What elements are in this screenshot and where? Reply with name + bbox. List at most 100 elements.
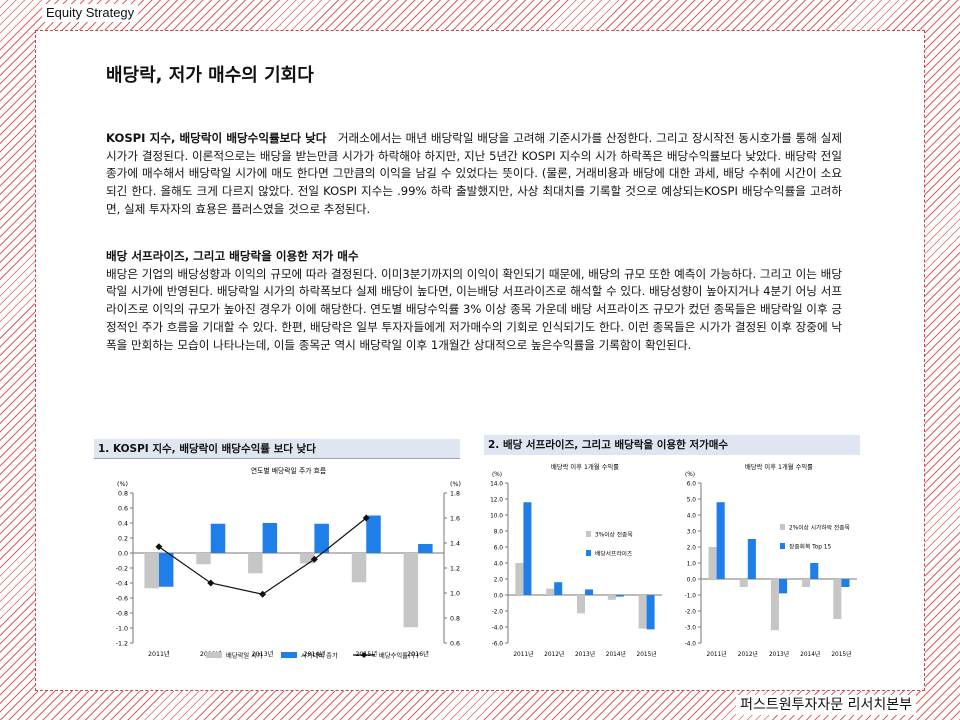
y-tick-label: -6.0 <box>492 642 504 648</box>
bar-gray <box>144 553 159 589</box>
bar-gray <box>196 553 211 565</box>
y-tick-label: -1.0 <box>116 626 128 633</box>
chart-dividend-surprise: 배당락 이후 1개월 수익률 (%) 14.0 12.0 10.0 8.0 6.0 4.0 2.… <box>490 462 662 658</box>
legend-label: 2%이상 시가하락 전종목 <box>789 524 851 532</box>
bar-blue <box>841 579 850 587</box>
bar-blue <box>366 515 381 553</box>
bar-gray <box>802 579 811 587</box>
line-point <box>259 590 267 598</box>
bar-blue <box>554 582 563 595</box>
x-tick-label: 2012년 <box>738 650 758 658</box>
x-tick-label: 2011년 <box>148 649 170 658</box>
legend-swatch <box>780 524 785 530</box>
x-tick-label: 2013년 <box>252 649 274 658</box>
chart-title: 배당락 이후 1개월 수익률 <box>551 462 619 471</box>
bar-gray <box>607 595 616 600</box>
section2-body: 배당은 기업의 배당성향과 이익의 규모에 따라 결정된다. 이미3분기까지의 … <box>106 266 842 352</box>
line-point <box>155 543 163 551</box>
line-point <box>310 555 318 563</box>
section1-paragraph: KOSPI 지수, 배당락이 배당수익률보다 낮다 거래소에서는 매년 배당락일… <box>106 130 842 219</box>
y-tick-label: 2.0 <box>494 578 504 584</box>
legend-swatch <box>780 543 785 549</box>
report-panel: 배당락, 저가 매수의 기회다 KOSPI 지수, 배당락이 배당수익률보다 낮… <box>35 30 925 691</box>
bar-blue <box>747 539 756 579</box>
bar-gray <box>515 563 524 595</box>
chart1-heading: 1. KOSPI 지수, 배당락이 배당수익률 보다 낮다 <box>94 439 460 459</box>
bar-blue <box>646 595 655 630</box>
y-tick-label: -1.2 <box>116 641 128 648</box>
y-tick-label: -4.0 <box>685 642 697 648</box>
bar-blue <box>523 502 532 595</box>
bar-blue <box>210 523 226 553</box>
y2-axis-unit: (%) <box>450 481 461 488</box>
chart-dividend-day-flow: 연도별 배당락일 주가 흐름 (%) 0.8 0.6 0.4 0.2 0.0 -0.2 -0.4… <box>116 466 461 660</box>
y-tick-label: 0.2 <box>118 536 128 543</box>
x-tick-label: 2015년 <box>831 650 851 658</box>
bar-gray <box>576 595 585 614</box>
y-tick-label: -2.0 <box>685 610 697 616</box>
legend-label: 장중회복 Top 15 <box>789 543 831 551</box>
y-tick-label: 0.4 <box>118 521 128 528</box>
chart-title: 배당락 이후 1개월 수익률 <box>745 462 813 471</box>
x-tick-label: 2011년 <box>513 650 533 658</box>
bar-gray <box>299 553 315 564</box>
bar-blue <box>716 502 725 579</box>
y-tick-label: -0.4 <box>116 581 128 588</box>
y-tick-label: 5.0 <box>687 498 697 504</box>
y-axis-unit: (%) <box>117 481 128 488</box>
x-tick-label: 2015년 <box>637 650 657 658</box>
x-tick-label: 2014년 <box>800 650 820 658</box>
y2-tick-label: 1.8 <box>450 491 460 498</box>
footer-label: 퍼스트원투자자문 리서치본부 <box>736 695 916 715</box>
y-tick-label: 3.0 <box>687 530 697 536</box>
x-tick-label: 2011년 <box>707 650 727 658</box>
y-tick-label: 0.8 <box>118 491 128 498</box>
y-tick-label: 14.0 <box>490 482 503 488</box>
y-tick-label: -0.2 <box>116 566 128 573</box>
bar-blue <box>262 523 278 553</box>
bar-gray <box>546 588 555 595</box>
y-tick-label: -4.0 <box>492 626 504 632</box>
y-tick-label: 4.0 <box>687 514 697 520</box>
bar-gray <box>739 579 748 587</box>
page-title: 배당락, 저가 매수의 기회다 <box>106 65 314 86</box>
section1-heading: KOSPI 지수, 배당락이 배당수익률보다 낮다 <box>106 131 327 145</box>
bar-blue <box>314 523 329 553</box>
y-tick-label: 12.0 <box>490 498 503 504</box>
bar-gray <box>770 579 779 631</box>
chart2-heading: 2. 배당 서프라이즈, 그리고 배당락을 이용한 저가매수 <box>484 435 860 455</box>
chart-intraday-recovery: 배당락 이후 1개월 수익률 (%) 6.0 5.0 4.0 3.0 2.0 1.0 0.0 -1… <box>685 462 857 658</box>
bar-blue <box>615 595 624 597</box>
bar-blue <box>779 579 788 594</box>
y-tick-label: 6.0 <box>494 546 504 552</box>
bar-gray <box>403 553 419 628</box>
legend-swatch <box>586 531 591 537</box>
x-tick-label: 2015년 <box>355 649 377 658</box>
y-tick-label: 1.0 <box>687 562 697 568</box>
y-tick-label: 0.0 <box>687 578 697 584</box>
legend-label: 3%이상 전종목 <box>595 531 633 539</box>
x-tick-label: 2014년 <box>304 649 326 658</box>
line-point <box>362 514 370 522</box>
y-tick-label: 10.0 <box>490 514 503 520</box>
y-tick-label: 0.6 <box>118 506 128 513</box>
x-tick-label: 2013년 <box>769 650 789 658</box>
y-axis-unit: (%) <box>492 472 502 478</box>
section2-heading: 배당 서프라이즈, 그리고 배당락을 이용한 저가 매수 <box>106 249 359 263</box>
bar-blue <box>585 589 594 595</box>
legend-swatch <box>281 652 297 658</box>
y2-tick-label: 1.0 <box>450 591 460 598</box>
bar-gray <box>638 595 647 629</box>
bar-blue <box>810 563 819 579</box>
y-tick-label: -0.8 <box>116 611 128 618</box>
y-tick-label: 6.0 <box>687 482 697 488</box>
section2-paragraph: 배당 서프라이즈, 그리고 배당락을 이용한 저가 매수 배당은 기업의 배당성… <box>106 248 842 354</box>
y-tick-label: -3.0 <box>685 626 697 632</box>
bar-gray <box>708 547 717 579</box>
legend-swatch <box>206 652 222 658</box>
x-tick-label: 2012년 <box>544 650 564 658</box>
y-tick-label: -1.0 <box>685 594 697 600</box>
section1-body: 거래소에서는 매년 배당락일 배당을 고려해 기준시가를 산정한다. 그리고 장… <box>106 131 842 216</box>
y2-tick-label: 1.6 <box>450 516 460 523</box>
legend-label: 시가대비 종가 <box>301 651 338 660</box>
